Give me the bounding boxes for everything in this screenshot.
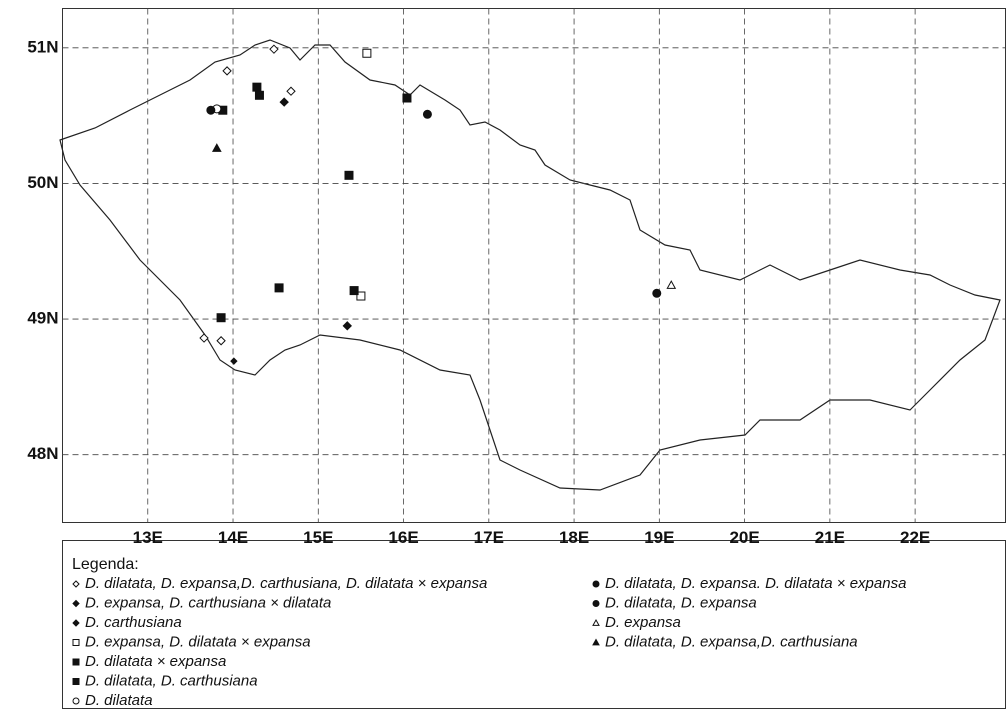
- point: [216, 313, 226, 323]
- x-tick-label: 19E: [644, 528, 674, 547]
- point: [269, 44, 279, 54]
- point: [402, 93, 412, 103]
- legend-symbol: [72, 580, 80, 588]
- point: [349, 286, 359, 296]
- legend-symbol: [72, 658, 80, 666]
- y-tick-label: 51N: [27, 37, 58, 56]
- legend-symbol: [72, 697, 80, 705]
- legend-title: Legenda:: [72, 556, 139, 573]
- point: [211, 143, 222, 152]
- legend-symbol: [72, 599, 80, 608]
- point: [422, 109, 432, 119]
- point: [222, 66, 232, 76]
- point: [356, 291, 366, 301]
- x-tick-label: 13E: [133, 528, 163, 547]
- y-tick-label: 49N: [27, 309, 58, 328]
- legend-label: D. dilatata, D. expansa,D. carthusiana: [605, 633, 858, 650]
- legend-label: D. dilatata, D. expansa,D. carthusiana, …: [85, 575, 487, 592]
- point: [342, 321, 352, 331]
- map-frame: [62, 8, 1006, 523]
- legend-label: D. expansa, D. dilatata × expansa: [85, 633, 311, 650]
- x-tick-label: 14E: [218, 528, 248, 547]
- legend-symbol: [592, 580, 600, 588]
- legend-symbol: [592, 638, 600, 646]
- legend-symbol: [72, 678, 80, 685]
- point: [206, 105, 216, 115]
- legend-label: D. dilatata, D. expansa. D. dilatata × e…: [605, 575, 906, 592]
- y-tick-label: 50N: [27, 173, 58, 192]
- legend-symbol: [72, 639, 80, 646]
- point: [666, 280, 677, 289]
- legend-label: D. expansa, D. carthusiana × dilatata: [85, 594, 331, 611]
- x-tick-label: 22E: [900, 528, 930, 547]
- legend-label: D. dilatata × expansa: [85, 653, 226, 670]
- point: [286, 86, 296, 96]
- legend-label: D. carthusiana: [85, 614, 182, 631]
- y-tick-label: 48N: [27, 444, 58, 463]
- x-tick-label: 15E: [303, 528, 333, 547]
- x-tick-label: 17E: [474, 528, 504, 547]
- country-outline: [59, 39, 1001, 491]
- x-tick-label: 18E: [559, 528, 589, 547]
- point: [652, 288, 662, 298]
- point: [199, 333, 209, 343]
- legend-symbol: [592, 618, 600, 626]
- x-tick-label: 20E: [729, 528, 759, 547]
- point: [344, 170, 354, 180]
- point: [216, 336, 226, 346]
- legend-symbol: [592, 600, 600, 607]
- point: [254, 90, 264, 100]
- x-tick-label: 16E: [388, 528, 418, 547]
- legend-label: D. dilatata: [85, 692, 153, 709]
- point: [274, 283, 284, 293]
- point: [362, 48, 372, 58]
- x-tick-label: 21E: [815, 528, 845, 547]
- legend-symbol: [72, 619, 80, 627]
- point: [230, 357, 238, 365]
- legend-label: D. dilatata, D. carthusiana: [85, 672, 258, 689]
- point: [279, 97, 289, 107]
- legend-label: D. expansa: [605, 614, 681, 631]
- legend-label: D. dilatata, D. expansa: [605, 594, 757, 611]
- point: [252, 82, 262, 92]
